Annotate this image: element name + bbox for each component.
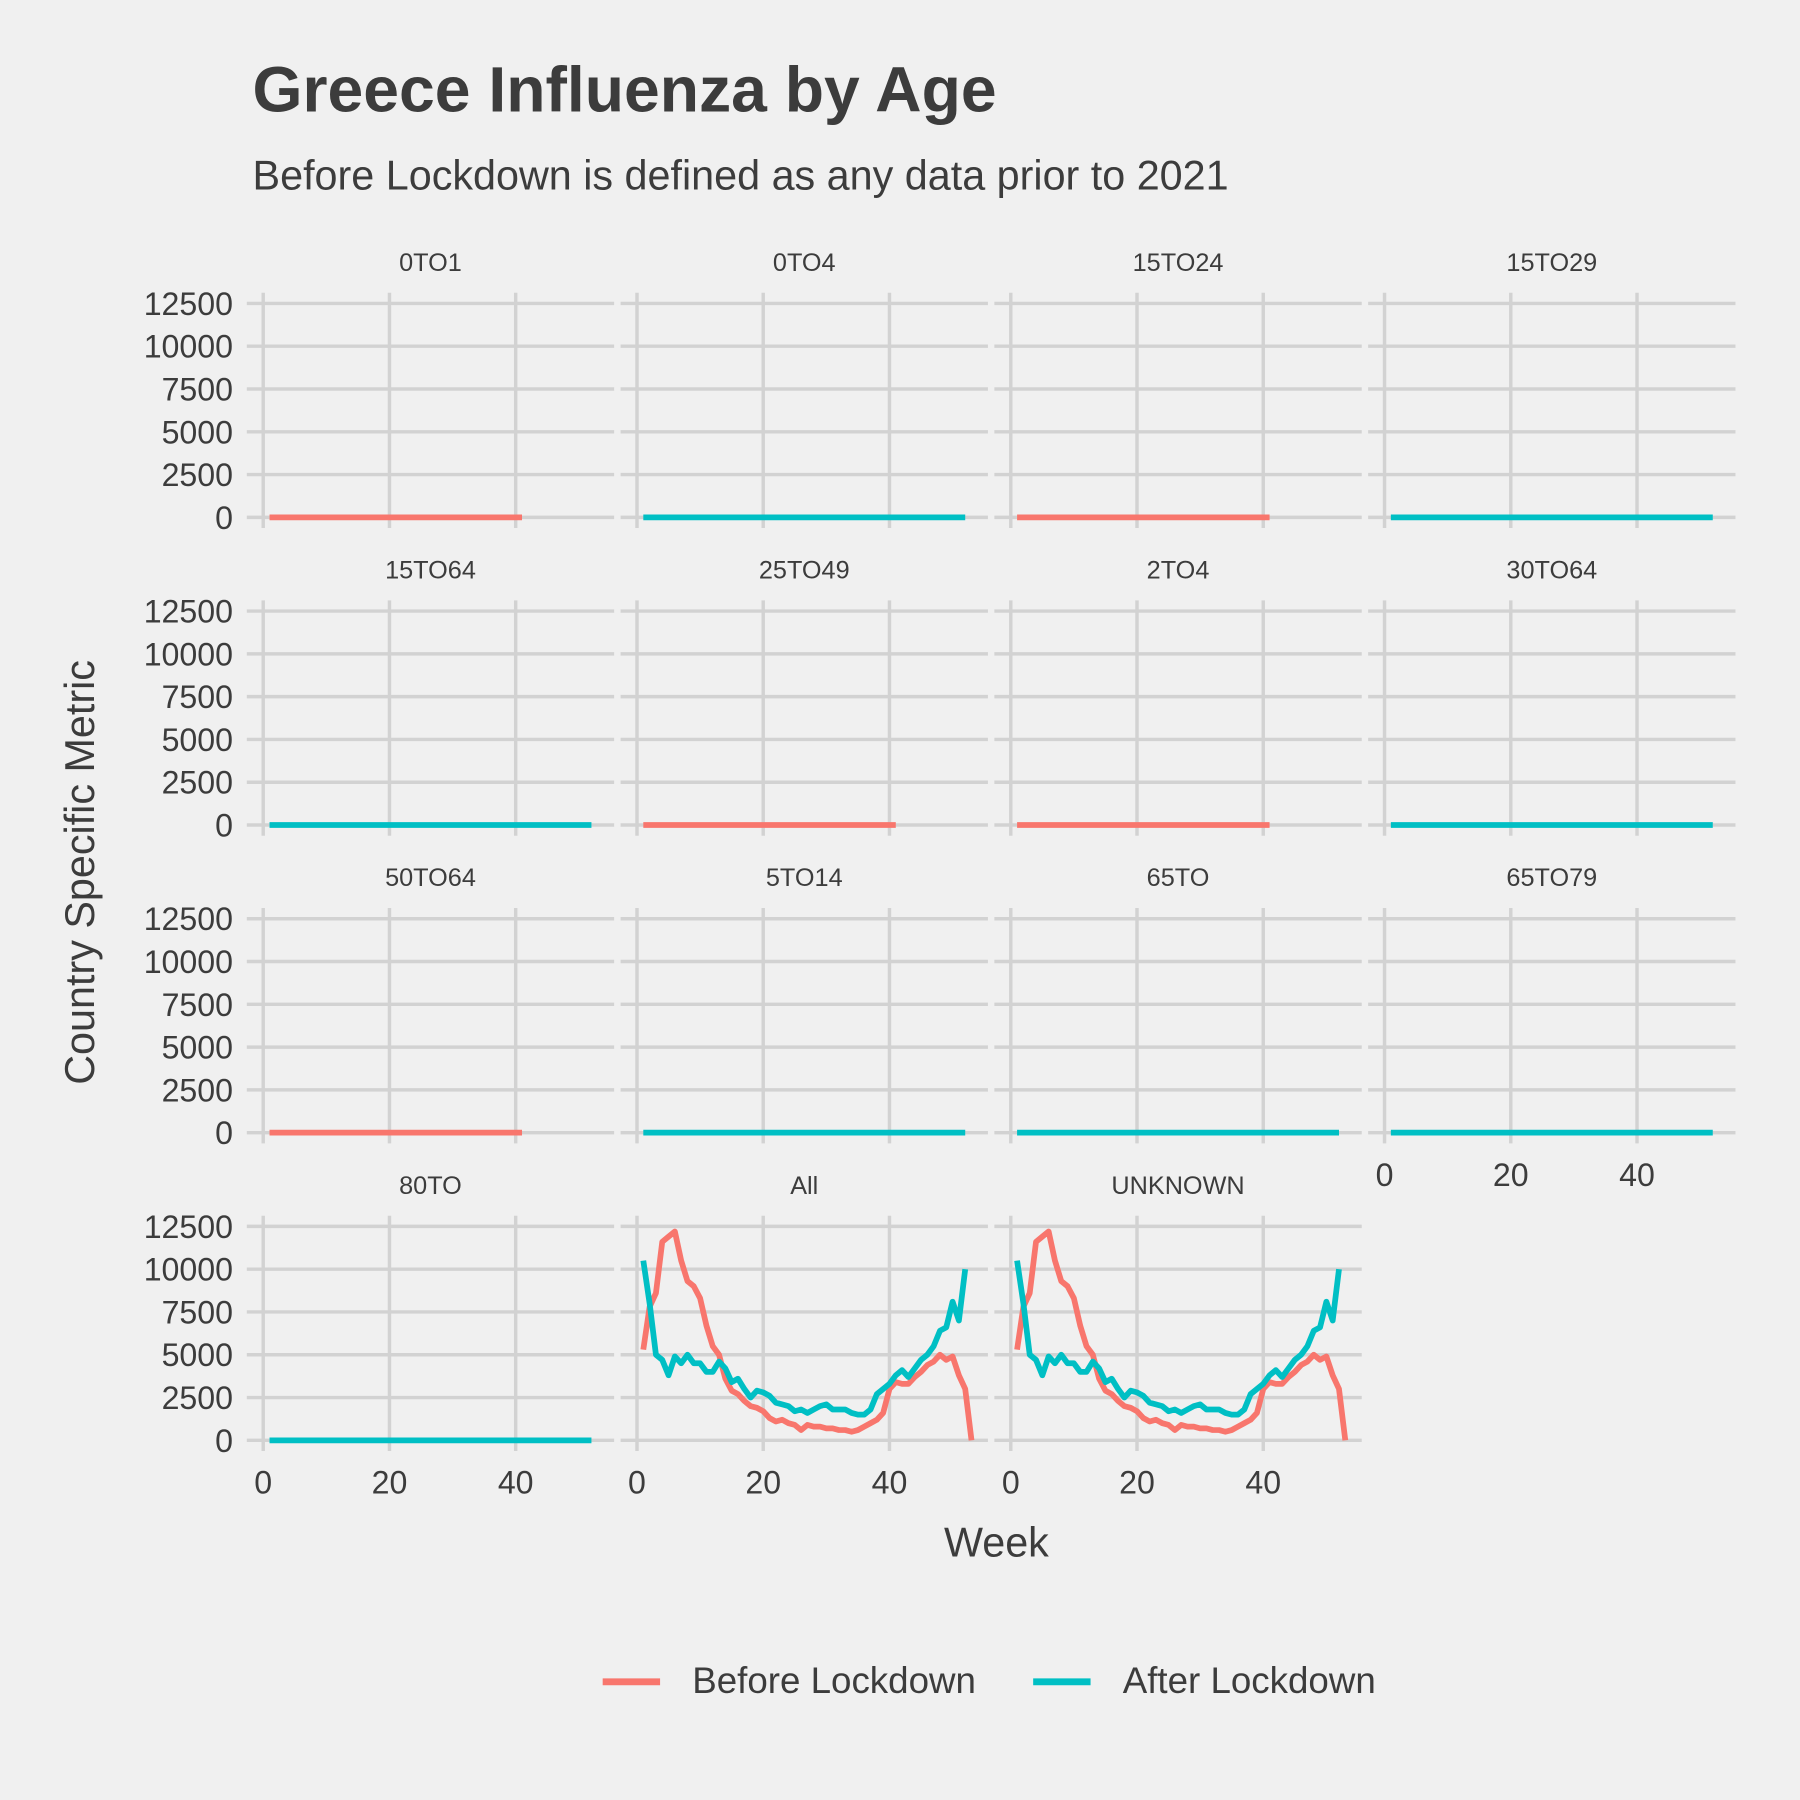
facet-title: UNKNOWN — [1111, 1172, 1244, 1200]
facet-title: 30TO64 — [1506, 557, 1597, 585]
facet-title: 2TO4 — [1147, 557, 1210, 585]
y-tick-label: 12500 — [144, 1209, 233, 1245]
x-tick-label: 20 — [1493, 1157, 1529, 1193]
x-tick-label: 40 — [1619, 1157, 1655, 1193]
facet-title: 80TO — [399, 1172, 462, 1200]
facet-title: 0TO4 — [773, 249, 836, 277]
y-tick-label: 10000 — [144, 329, 233, 365]
facet-title: 50TO64 — [385, 864, 476, 892]
y-tick-label: 10000 — [144, 944, 233, 980]
x-tick-label: 40 — [1245, 1464, 1281, 1500]
y-tick-label: 2500 — [162, 765, 233, 801]
facet-title: 15TO24 — [1133, 249, 1224, 277]
x-tick-label: 0 — [1376, 1157, 1394, 1193]
facet-title: 65TO — [1147, 864, 1210, 892]
y-tick-label: 2500 — [162, 457, 233, 493]
data-line — [640, 1228, 975, 1441]
y-tick-label: 0 — [215, 807, 233, 843]
x-axis-label: Week — [944, 1520, 1049, 1566]
y-tick-label: 12500 — [144, 286, 233, 322]
y-tick-label: 7500 — [162, 1294, 233, 1330]
facet-title: 25TO49 — [759, 557, 850, 585]
y-tick-label: 7500 — [162, 679, 233, 715]
y-tick-label: 0 — [215, 1423, 233, 1459]
legend-label: After Lockdown — [1123, 1660, 1376, 1701]
x-tick-label: 0 — [1002, 1464, 1020, 1500]
y-axis-label: Country Specific Metric — [57, 660, 103, 1085]
legend-label: Before Lockdown — [692, 1660, 976, 1701]
facet-title: 65TO79 — [1506, 864, 1597, 892]
y-tick-label: 0 — [215, 1115, 233, 1151]
x-tick-label: 0 — [254, 1464, 272, 1500]
facet-title: 15TO64 — [385, 557, 476, 585]
data-line — [640, 1260, 969, 1418]
x-tick-label: 40 — [498, 1464, 534, 1500]
facet-title: All — [790, 1172, 818, 1200]
chart-subtitle: Before Lockdown is defined as any data p… — [253, 152, 1229, 198]
x-tick-label: 20 — [372, 1464, 408, 1500]
y-tick-label: 0 — [215, 500, 233, 536]
y-tick-label: 2500 — [162, 1380, 233, 1416]
y-tick-label: 10000 — [144, 636, 233, 672]
chart-title: Greece Influenza by Age — [253, 53, 997, 125]
y-tick-label: 5000 — [162, 414, 233, 450]
y-tick-label: 12500 — [144, 901, 233, 937]
y-tick-label: 5000 — [162, 1030, 233, 1066]
y-tick-label: 2500 — [162, 1072, 233, 1108]
y-tick-label: 5000 — [162, 722, 233, 758]
y-tick-label: 10000 — [144, 1252, 233, 1288]
data-line — [1014, 1260, 1342, 1418]
x-tick-label: 0 — [628, 1464, 646, 1500]
y-tick-label: 12500 — [144, 594, 233, 630]
x-tick-label: 20 — [745, 1464, 781, 1500]
x-tick-label: 20 — [1119, 1464, 1155, 1500]
facet-title: 5TO14 — [766, 864, 843, 892]
facet-title: 0TO1 — [399, 249, 462, 277]
y-tick-label: 7500 — [162, 987, 233, 1023]
facet-title: 15TO29 — [1506, 249, 1597, 277]
y-tick-label: 5000 — [162, 1337, 233, 1373]
y-tick-label: 7500 — [162, 371, 233, 407]
x-tick-label: 40 — [872, 1464, 908, 1500]
data-line — [1014, 1228, 1349, 1441]
